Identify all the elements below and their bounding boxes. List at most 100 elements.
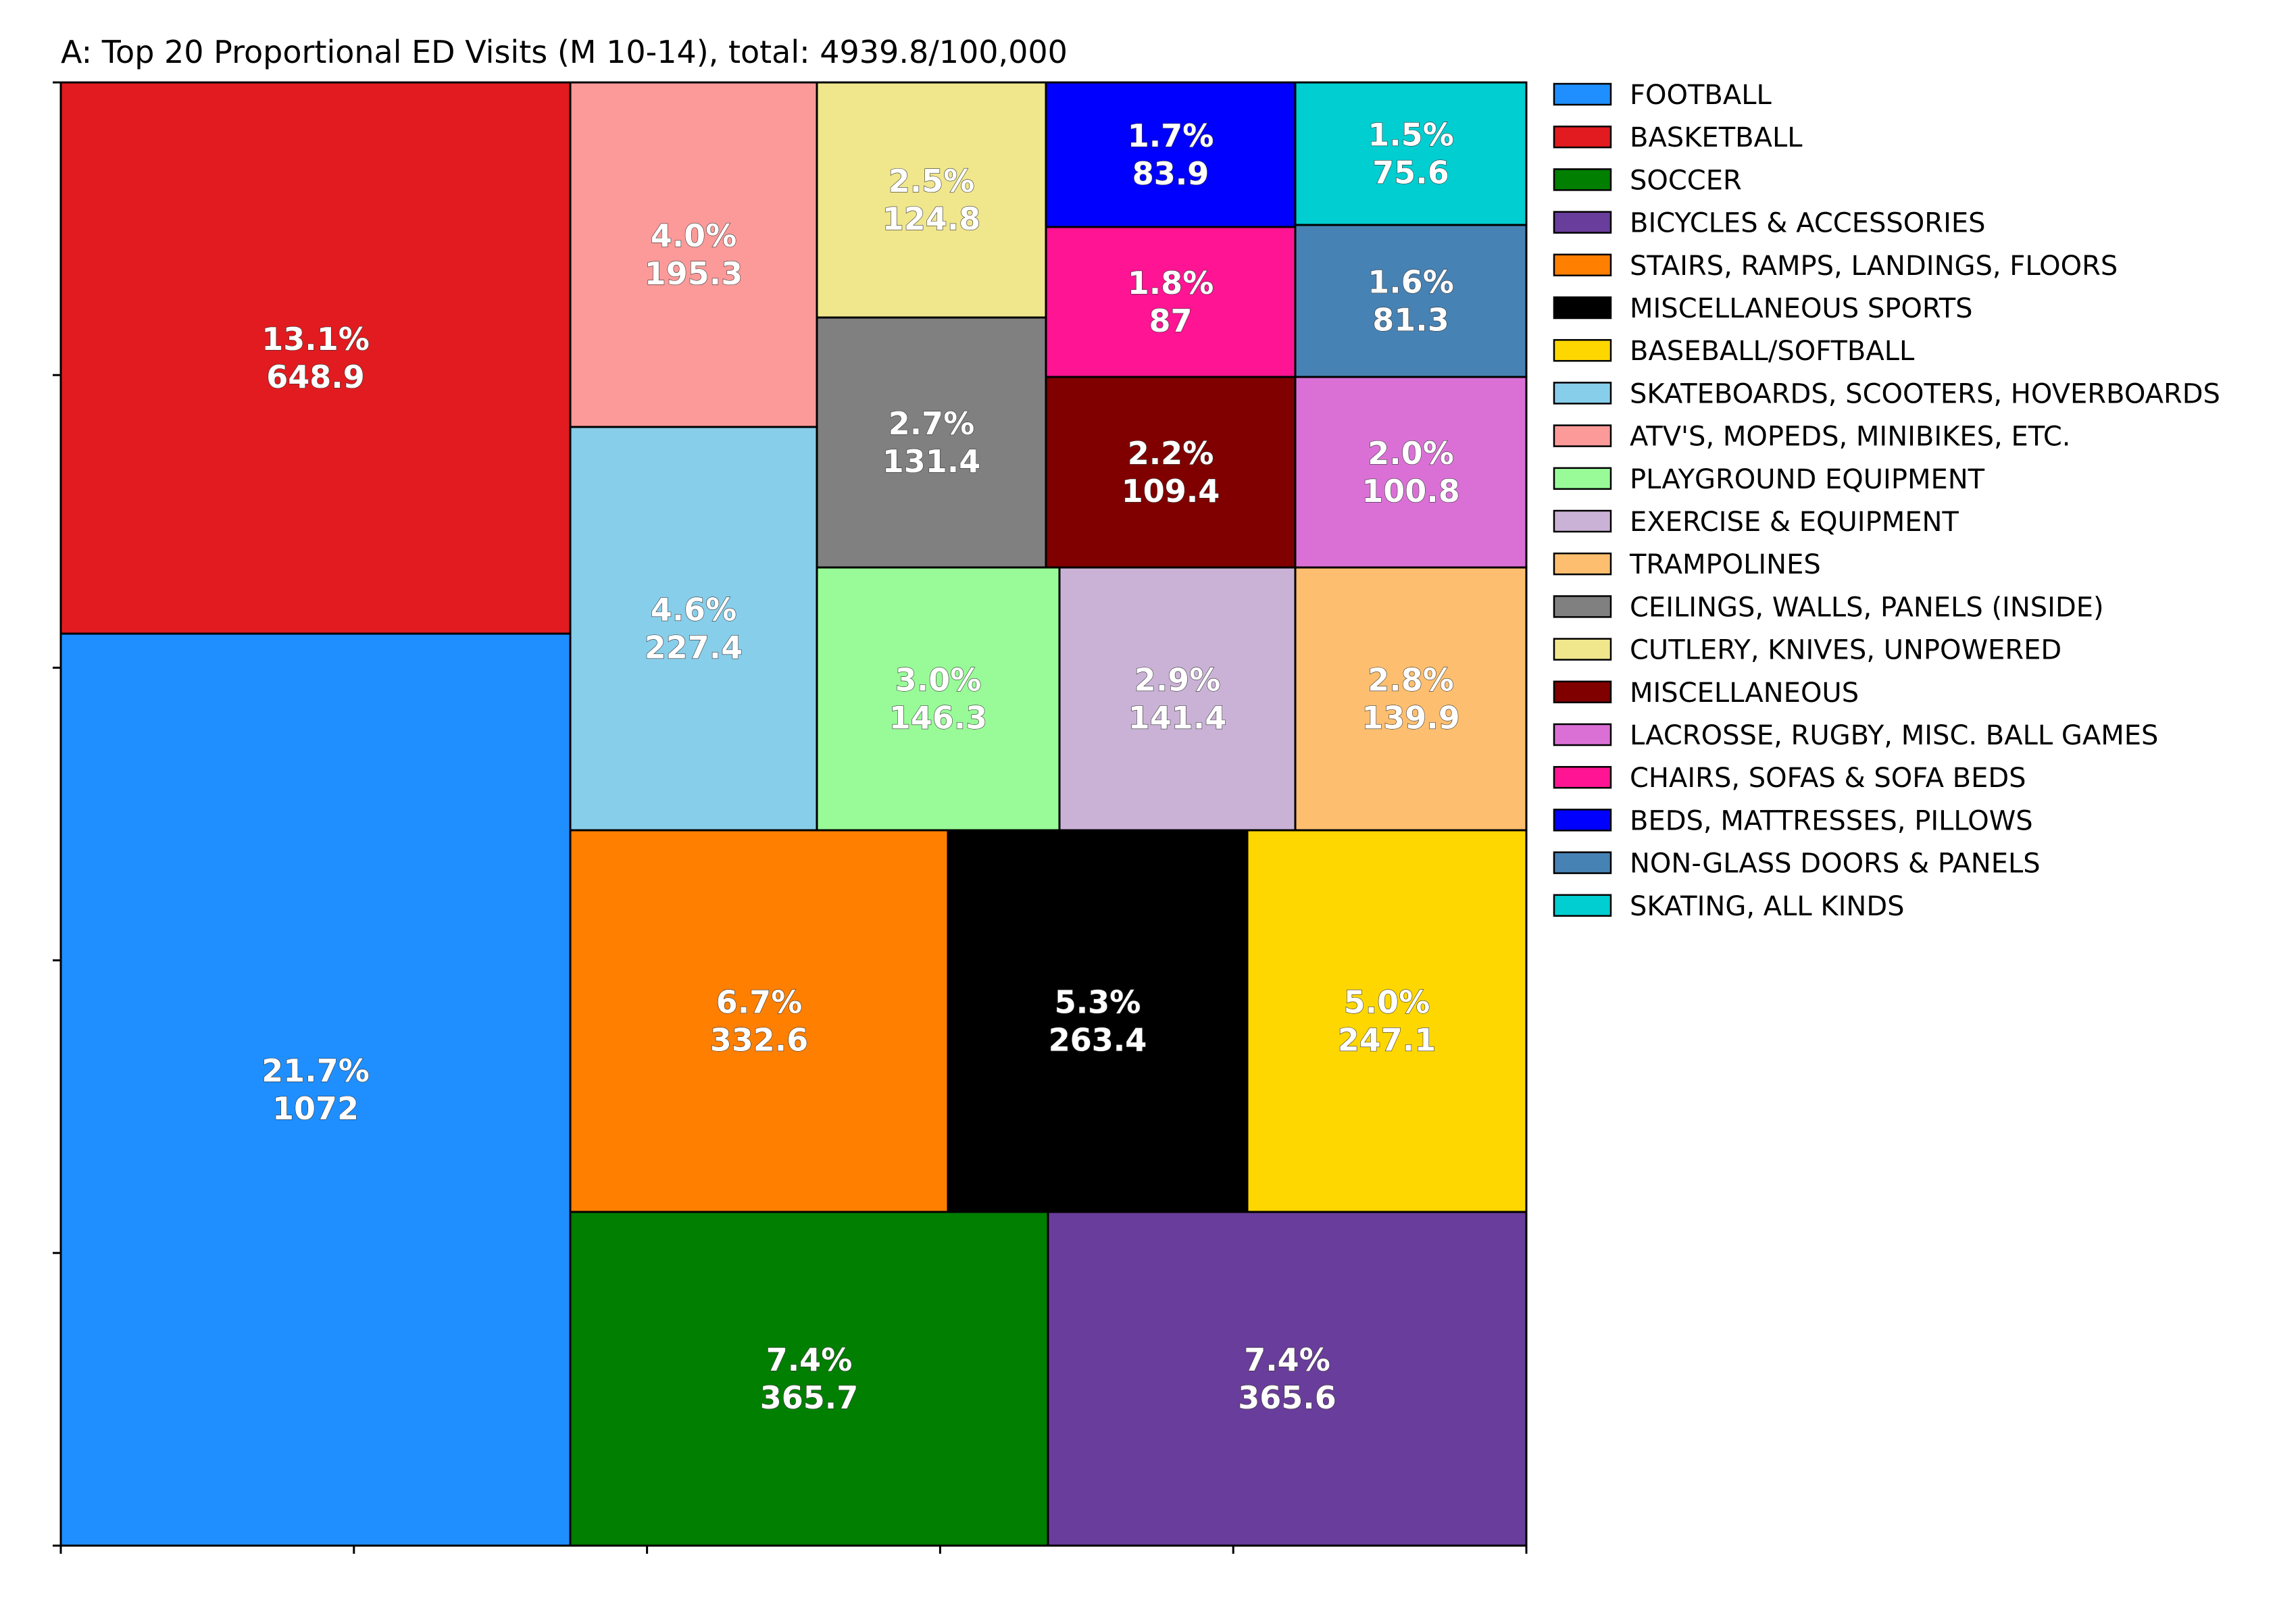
tile-soccer xyxy=(569,1211,1049,1547)
tile-baseball-softball xyxy=(1246,829,1528,1213)
tile-value-label: 100.8 xyxy=(1361,473,1460,509)
legend-swatch-chairs-sofas-sofa-beds xyxy=(1553,765,1612,789)
tile-value-label: 87 xyxy=(1149,303,1192,339)
tile-football xyxy=(59,632,572,1547)
tile-pct-label: 5.0% xyxy=(1344,984,1430,1021)
tile-pct-label: 5.3% xyxy=(1055,984,1141,1021)
legend-label: LACROSSE, RUGBY, MISC. BALL GAMES xyxy=(1630,720,2158,751)
tile-pct-label: 2.5% xyxy=(889,163,975,199)
tile-value-label: 124.8 xyxy=(882,201,981,237)
legend-label: STAIRS, RAMPS, LANDINGS, FLOORS xyxy=(1630,251,2118,282)
tile-pct-label: 7.4% xyxy=(766,1342,853,1378)
legend-label: CUTLERY, KNIVES, UNPOWERED xyxy=(1630,635,2061,666)
tile-pct-label: 2.0% xyxy=(1368,435,1454,472)
tile-stairs-ramps-landings-floors xyxy=(569,829,949,1213)
treemap-tiles: 21.7%107213.1%648.97.4%365.77.4%365.66.7… xyxy=(59,81,1528,1547)
tile-lacrosse-rugby-misc-ball-games xyxy=(1294,376,1528,569)
legend-swatch-non-glass-doors-panels xyxy=(1553,851,1612,874)
tile-pct-label: 7.4% xyxy=(1244,1342,1330,1378)
legend-label: BICYCLES & ACCESSORIES xyxy=(1630,208,1986,239)
legend-swatch-baseball-softball xyxy=(1553,338,1612,362)
tile-value-label: 648.9 xyxy=(266,359,365,395)
tile-pct-label: 4.6% xyxy=(651,592,737,628)
tile-value-label: 247.1 xyxy=(1338,1022,1436,1059)
tile-value-label: 131.4 xyxy=(882,443,981,480)
legend-label: MISCELLANEOUS xyxy=(1630,678,1859,709)
legend-swatch-miscellaneous-sports xyxy=(1553,296,1612,320)
legend-swatch-football xyxy=(1553,82,1612,106)
legend-label: PLAYGROUND EQUIPMENT xyxy=(1630,464,1985,495)
tile-pct-label: 6.7% xyxy=(716,984,803,1021)
legend-swatch-skateboards-scooters-hoverboards xyxy=(1553,382,1612,405)
tile-pct-label: 1.6% xyxy=(1368,264,1454,301)
tile-pct-label: 2.2% xyxy=(1128,435,1214,472)
tile-pct-label: 13.1% xyxy=(261,321,370,357)
legend-label: CEILINGS, WALLS, PANELS (INSIDE) xyxy=(1630,592,2104,623)
legend-swatch-atv-s-mopeds-minibikes-etc xyxy=(1553,424,1612,447)
tile-value-label: 109.4 xyxy=(1122,473,1220,509)
legend-label: BASKETBALL xyxy=(1630,122,1803,153)
tile-atv-s-mopeds-minibikes-etc xyxy=(569,81,818,428)
legend-swatch-playground-equipment xyxy=(1553,467,1612,490)
tile-value-label: 263.4 xyxy=(1049,1022,1147,1059)
tile-skateboards-scooters-hoverboards xyxy=(569,426,818,832)
legend-swatch-basketball xyxy=(1553,125,1612,149)
tile-pct-label: 2.7% xyxy=(889,405,975,442)
legend-label: BASEBALL/SOFTBALL xyxy=(1630,336,1915,367)
tile-pct-label: 3.0% xyxy=(895,662,982,699)
legend-label: SKATEBOARDS, SCOOTERS, HOVERBOARDS xyxy=(1630,378,2220,409)
legend-label: ATV'S, MOPEDS, MINIBIKES, ETC. xyxy=(1630,422,2070,453)
tile-cutlery-knives-unpowered xyxy=(816,81,1047,319)
tile-value-label: 83.9 xyxy=(1132,155,1209,192)
tile-pct-label: 2.9% xyxy=(1134,662,1221,699)
legend-label: MISCELLANEOUS SPORTS xyxy=(1630,293,1973,324)
legend-swatch-beds-mattresses-pillows xyxy=(1553,809,1612,832)
legend-label: TRAMPOLINES xyxy=(1629,549,1821,580)
tile-beds-mattresses-pillows xyxy=(1045,81,1297,228)
tile-value-label: 365.7 xyxy=(760,1379,859,1416)
legend-swatch-exercise-equipment xyxy=(1553,509,1612,533)
legend-swatch-bicycles-accessories xyxy=(1553,211,1612,234)
tile-value-label: 365.6 xyxy=(1238,1379,1336,1416)
legend-label: FOOTBALL xyxy=(1630,80,1772,111)
legend-swatch-stairs-ramps-landings-floors xyxy=(1553,253,1612,277)
tile-chairs-sofas-sofa-beds xyxy=(1045,226,1297,378)
chart-title: A: Top 20 Proportional ED Visits (M 10-1… xyxy=(61,34,1068,70)
legend-swatch-cutlery-knives-unpowered xyxy=(1553,638,1612,661)
tile-value-label: 146.3 xyxy=(889,700,988,736)
tile-value-label: 141.4 xyxy=(1128,700,1227,736)
legend-swatch-soccer xyxy=(1553,168,1612,191)
tile-pct-label: 21.7% xyxy=(261,1052,370,1089)
legend-label: EXERCISE & EQUIPMENT xyxy=(1630,507,1959,538)
tile-playground-equipment xyxy=(816,566,1061,832)
tile-skating-all-kinds xyxy=(1294,81,1528,226)
tile-basketball xyxy=(59,81,572,635)
tile-miscellaneous-sports xyxy=(947,829,1249,1213)
legend-label: SKATING, ALL KINDS xyxy=(1630,891,1905,922)
legend-swatch-skating-all-kinds xyxy=(1553,894,1612,917)
legend-swatch-ceilings-walls-panels-inside xyxy=(1553,595,1612,618)
chart-axes xyxy=(53,81,1528,1554)
tile-pct-label: 1.5% xyxy=(1368,117,1454,153)
tile-pct-label: 4.0% xyxy=(651,218,737,254)
legend: FOOTBALL BASKETBALL SOCCER BICYCLES & ACCES… xyxy=(1553,80,2220,922)
tile-non-glass-doors-panels xyxy=(1294,224,1528,378)
legend-label: BEDS, MATTRESSES, PILLOWS xyxy=(1630,805,2033,836)
tile-value-label: 332.6 xyxy=(710,1022,809,1059)
legend-label: CHAIRS, SOFAS & SOFA BEDS xyxy=(1630,763,2026,794)
tile-ceilings-walls-panels-inside xyxy=(816,316,1047,569)
tile-pct-label: 1.8% xyxy=(1128,265,1214,301)
legend-label: NON-GLASS DOORS & PANELS xyxy=(1630,848,2041,880)
tile-bicycles-accessories xyxy=(1047,1211,1528,1547)
tile-value-label: 139.9 xyxy=(1361,700,1460,736)
legend-swatch-lacrosse-rugby-misc-ball-games xyxy=(1553,723,1612,746)
tile-value-label: 81.3 xyxy=(1372,302,1449,338)
tile-value-label: 75.6 xyxy=(1372,155,1449,191)
tile-miscellaneous xyxy=(1045,376,1297,569)
legend-swatch-miscellaneous xyxy=(1553,680,1612,704)
tile-pct-label: 1.7% xyxy=(1128,118,1214,154)
tile-pct-label: 2.8% xyxy=(1368,662,1454,699)
legend-label: SOCCER xyxy=(1630,165,1742,196)
tile-value-label: 195.3 xyxy=(645,255,743,292)
